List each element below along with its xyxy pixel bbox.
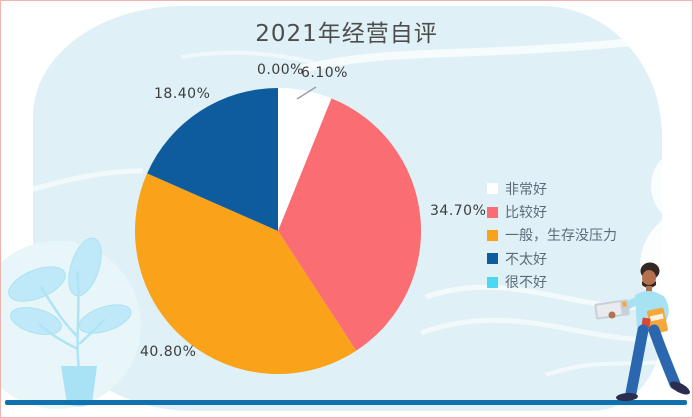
plant-stem [39,286,79,338]
plant-leaf [8,266,66,302]
legend-swatch [487,183,498,195]
legend-item-2[interactable]: 一般，生存没压力 [487,224,617,247]
person-left-leg [625,324,649,399]
legend-swatch [487,276,498,288]
person-neck [646,286,652,292]
person-face [642,270,656,286]
pie-label-feichanghao: 6.10% [301,65,348,81]
legend-label: 比较好 [505,205,547,222]
person-hand [608,311,616,319]
ground-line [5,400,687,405]
plant-stem [78,318,106,345]
person-shoe [670,381,690,395]
laptop-screen [596,302,622,318]
person-shoe [616,392,638,402]
legend-swatch [487,206,498,218]
swoosh-line [180,50,314,64]
folder-stripe [649,313,664,322]
person-beard [642,281,656,288]
legend: 非常好比较好一般，生存没压力 不太好很不好 [487,177,617,294]
legend-label: 一般，生存没压力 [505,228,617,245]
legend-swatch [487,229,498,241]
legend-item-0[interactable]: 非常好 [487,177,617,200]
pie-label-yiban: 40.80% [140,344,197,360]
legend-item-4[interactable]: 很不好 [487,271,617,294]
pie-chart [135,88,421,374]
plant-pot [61,366,97,407]
pie-label-bijiaohao: 34.70% [430,203,487,219]
plant-stem [75,270,81,370]
legend-item-3[interactable]: 不太好 [487,247,617,270]
pie-slice-3[interactable] [147,88,278,231]
laptop-accent [622,301,627,307]
white-blob-circle [651,146,692,226]
legend-label: 非常好 [505,181,547,198]
legend-item-1[interactable]: 比较好 [487,200,617,223]
pie-slice-2[interactable] [135,173,357,374]
legend-label: 很不好 [505,275,547,292]
legend-swatch [487,253,498,265]
pie-label-henbuhao: 0.00% [257,62,304,78]
legend-label: 不太好 [505,251,547,268]
swoosh-line [300,31,692,73]
pie-slice-0[interactable] [278,88,332,231]
pie-label-butaihao: 18.40% [154,86,211,102]
plant-stem [38,323,79,351]
swoosh-line [420,317,692,343]
person-right-leg [648,324,681,390]
swoosh-line [545,352,692,377]
chart-title: 2021年经营自评 [255,21,438,47]
swoosh-line [1,168,144,202]
pie-slice-1[interactable] [278,98,421,351]
person-illustration [594,262,690,402]
plant-illustration [1,237,141,409]
plant-leaf [10,307,62,335]
